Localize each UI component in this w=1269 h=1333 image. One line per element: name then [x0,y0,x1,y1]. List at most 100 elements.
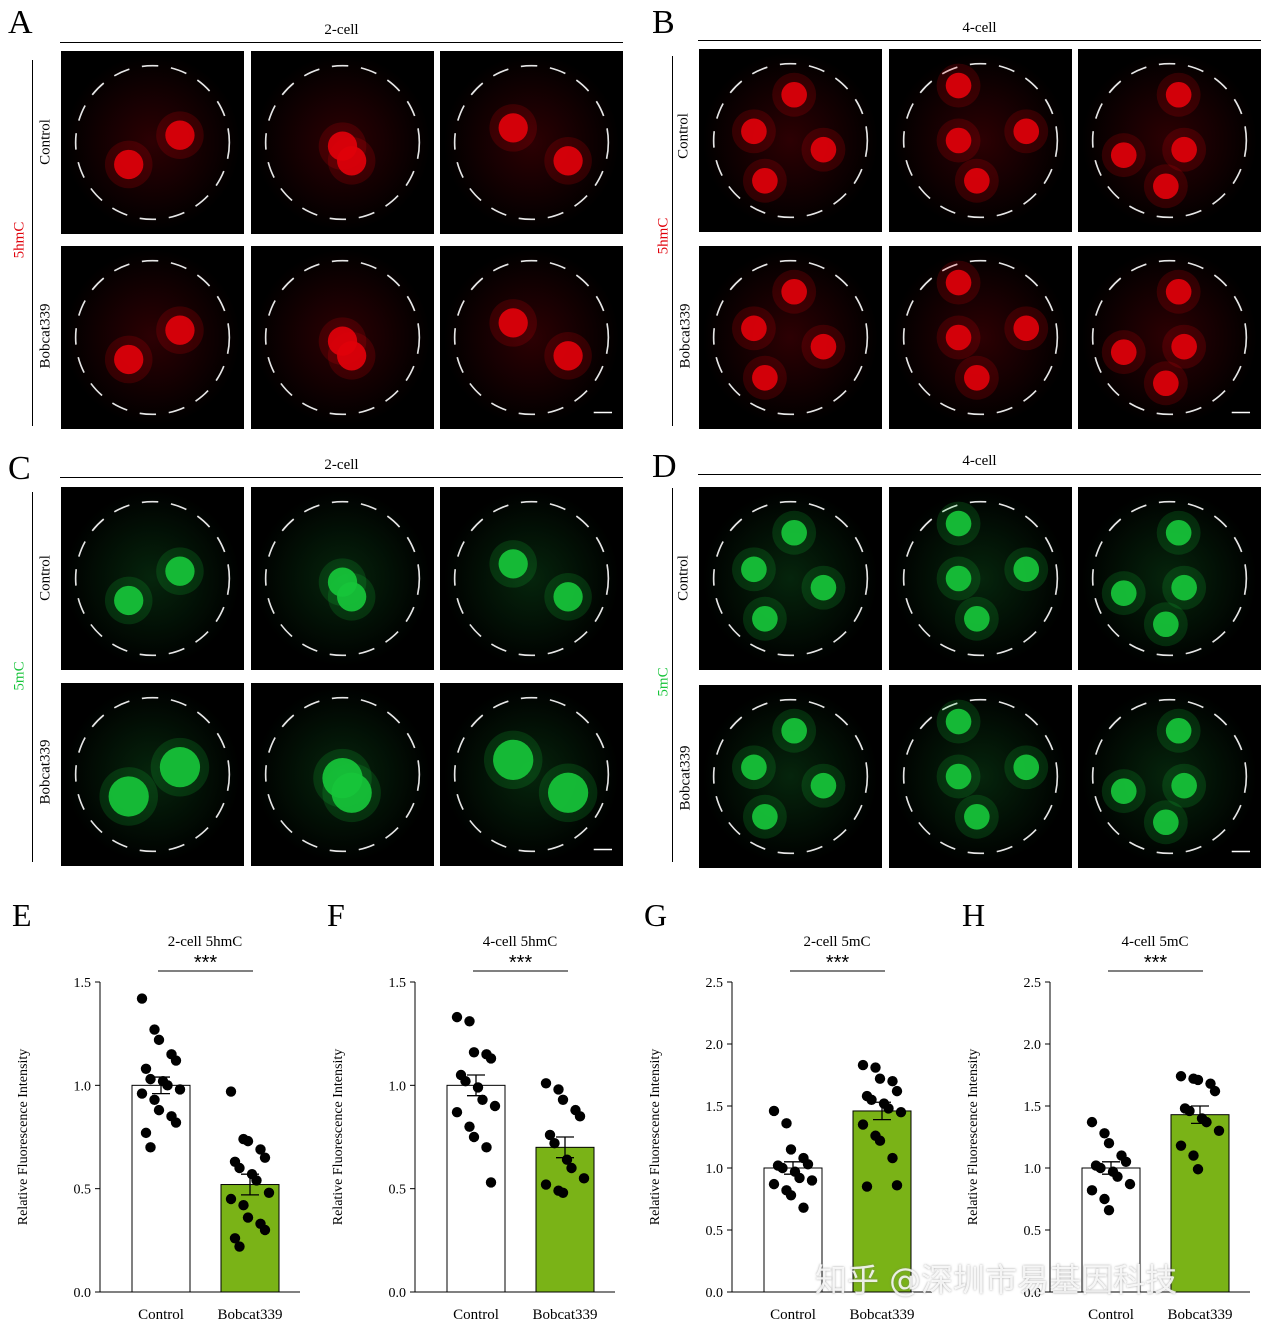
data-point [140,1063,152,1074]
micrograph-a-control-2 [250,51,434,234]
data-point [857,1119,869,1130]
chart-svg: H 4-cell 5mC 0.0 0.5 1.0 1.5 2.0 2.5 Relative Fl… [962,897,1250,1323]
y-tick-label: 1.5 [74,976,92,991]
data-point [489,1100,501,1112]
bar-control [131,1084,191,1293]
data-point [870,1062,881,1073]
x-tick-label: Bobcat339 [1168,1307,1233,1323]
data-point [1175,1140,1187,1151]
data-point [574,1111,586,1122]
stage-label: 2-cell [324,457,359,473]
data-point [891,1180,903,1191]
data-point [238,1200,249,1211]
data-point [1213,1125,1225,1136]
data-point [866,1094,877,1105]
data-point [153,1034,165,1046]
bar-control [446,1084,506,1293]
micrograph-c-control-3 [440,487,623,670]
data-point [557,1094,569,1105]
data-point [1103,1204,1115,1216]
y-tick-label: 1.5 [1024,1100,1042,1115]
data-point [229,1233,241,1244]
micrograph-d-control-3 [1078,487,1261,670]
y-tick-label: 1.0 [1024,1162,1042,1177]
data-point [540,1179,552,1190]
data-point [234,1241,245,1252]
data-point [768,1105,780,1117]
row-label-control: Control [675,555,692,601]
chart-title: 4-cell 5mC [1121,934,1188,950]
data-point [806,1175,818,1186]
panel-letter: A [8,4,33,41]
data-point [874,1135,886,1146]
y-tick-label: 0.5 [389,1183,407,1198]
data-point [549,1138,560,1149]
data-point [891,1085,903,1097]
y-tick-label: 2.0 [1024,1038,1042,1053]
data-point [1120,1156,1132,1167]
micrograph-b-control-2 [888,49,1072,232]
data-point [540,1078,552,1089]
panel-letter: H [962,897,985,933]
micrograph-a-bobcat339-2 [250,246,434,429]
x-tick-label: Bobcat339 [533,1307,598,1323]
y-tick-label: 1.5 [706,1100,724,1115]
y-axis-label: Relative Fluorescence Intensity [648,1049,663,1226]
chart-title: 2-cell 5hmC [168,934,243,950]
data-point [887,1152,898,1164]
micrograph-a-bobcat339-1 [61,246,244,429]
y-tick-label: 1.0 [74,1079,92,1094]
data-point [145,1142,156,1153]
micrograph-b-bobcat339-3 [1078,246,1261,429]
y-tick-label: 0.0 [74,1286,92,1301]
micrograph-c-bobcat339-2 [250,683,434,866]
data-point [481,1142,492,1153]
data-point [861,1181,873,1192]
data-point [259,1152,271,1163]
chart-title: 2-cell 5mC [803,934,870,950]
data-point [263,1187,275,1198]
data-point [1209,1085,1221,1097]
data-point [1099,1193,1110,1205]
significance-label: *** [509,952,533,974]
data-point [1184,1105,1195,1117]
x-tick-label: Control [1088,1307,1134,1323]
micrograph-a-control-1 [61,51,244,234]
data-point [544,1129,556,1141]
y-tick-label: 0.0 [706,1286,724,1301]
row-label-bobcat339: Bobcat339 [37,303,54,369]
data-point [553,1084,564,1095]
watermark: 知乎 @深圳市易基因科技 [815,1261,1178,1299]
data-point [225,1086,237,1097]
micrograph-b-control-3 [1078,49,1261,232]
micrograph-d-bobcat339-1 [699,685,882,868]
panel-letter: C [8,450,31,487]
data-point [1095,1162,1106,1174]
x-tick-label: Control [453,1307,499,1323]
stain-label: 5hmC [11,221,28,259]
data-point [578,1173,590,1184]
row-label-control: Control [37,555,54,601]
micrograph-a-bobcat339-3 [440,246,623,429]
stain-label: 5hmC [655,217,672,255]
stage-rule [698,40,1261,41]
chart-svg: F 4-cell 5hmC 0.0 0.5 1.0 1.5 Relative Fluores… [327,897,615,1323]
data-point [883,1103,894,1114]
data-point [785,1144,797,1155]
row-rule [32,60,33,426]
data-point [451,1107,463,1118]
data-point [1086,1116,1098,1128]
y-tick-label: 2.5 [706,976,724,991]
row-label-control: Control [675,113,692,159]
data-point [136,993,148,1004]
data-point [1086,1185,1098,1196]
chart-svg: E 2-cell 5hmC 0.0 0.5 1.0 1.5 Relative Fluores… [12,897,300,1323]
stage-rule [60,477,623,478]
data-point [170,1055,182,1066]
data-point [1099,1128,1110,1139]
data-point [794,1172,805,1184]
stain-label: 5mC [655,667,672,697]
micrograph-c-control-2 [250,487,434,670]
chart-title: 4-cell 5hmC [483,934,558,950]
data-point [174,1084,186,1095]
